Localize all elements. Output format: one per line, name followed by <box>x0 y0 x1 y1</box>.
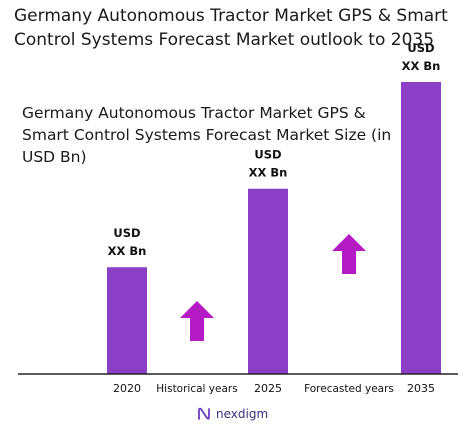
data-label-2025: USD <box>254 148 281 162</box>
growth-arrow-icon <box>332 234 366 274</box>
logo-text: nexdigm <box>216 407 269 421</box>
data-label-2035: USD <box>407 41 434 55</box>
page-title: Germany Autonomous Tractor Market GPS & … <box>14 6 448 50</box>
data-label-2020: XX Bn <box>108 244 147 258</box>
x-tick-2025: 2025 <box>254 382 282 395</box>
data-label-2025: XX Bn <box>249 166 288 180</box>
data-label-2035: XX Bn <box>402 59 441 73</box>
data-label-2020: USD <box>113 226 140 240</box>
nexdigm-n-icon <box>198 407 210 420</box>
growth-arrow-icon <box>180 301 214 341</box>
x-tick-2020: 2020 <box>113 382 141 395</box>
chart-title: Germany Autonomous Tractor Market GPS & … <box>22 104 392 166</box>
nexdigm-logo: nexdigm <box>196 404 268 424</box>
bar-2025 <box>248 188 288 374</box>
x-tick-2035: 2035 <box>407 382 435 395</box>
bar-2035 <box>401 81 441 374</box>
period-label: Historical years <box>156 383 237 395</box>
bar-2020 <box>107 267 147 374</box>
period-label: Forecasted years <box>304 383 394 395</box>
